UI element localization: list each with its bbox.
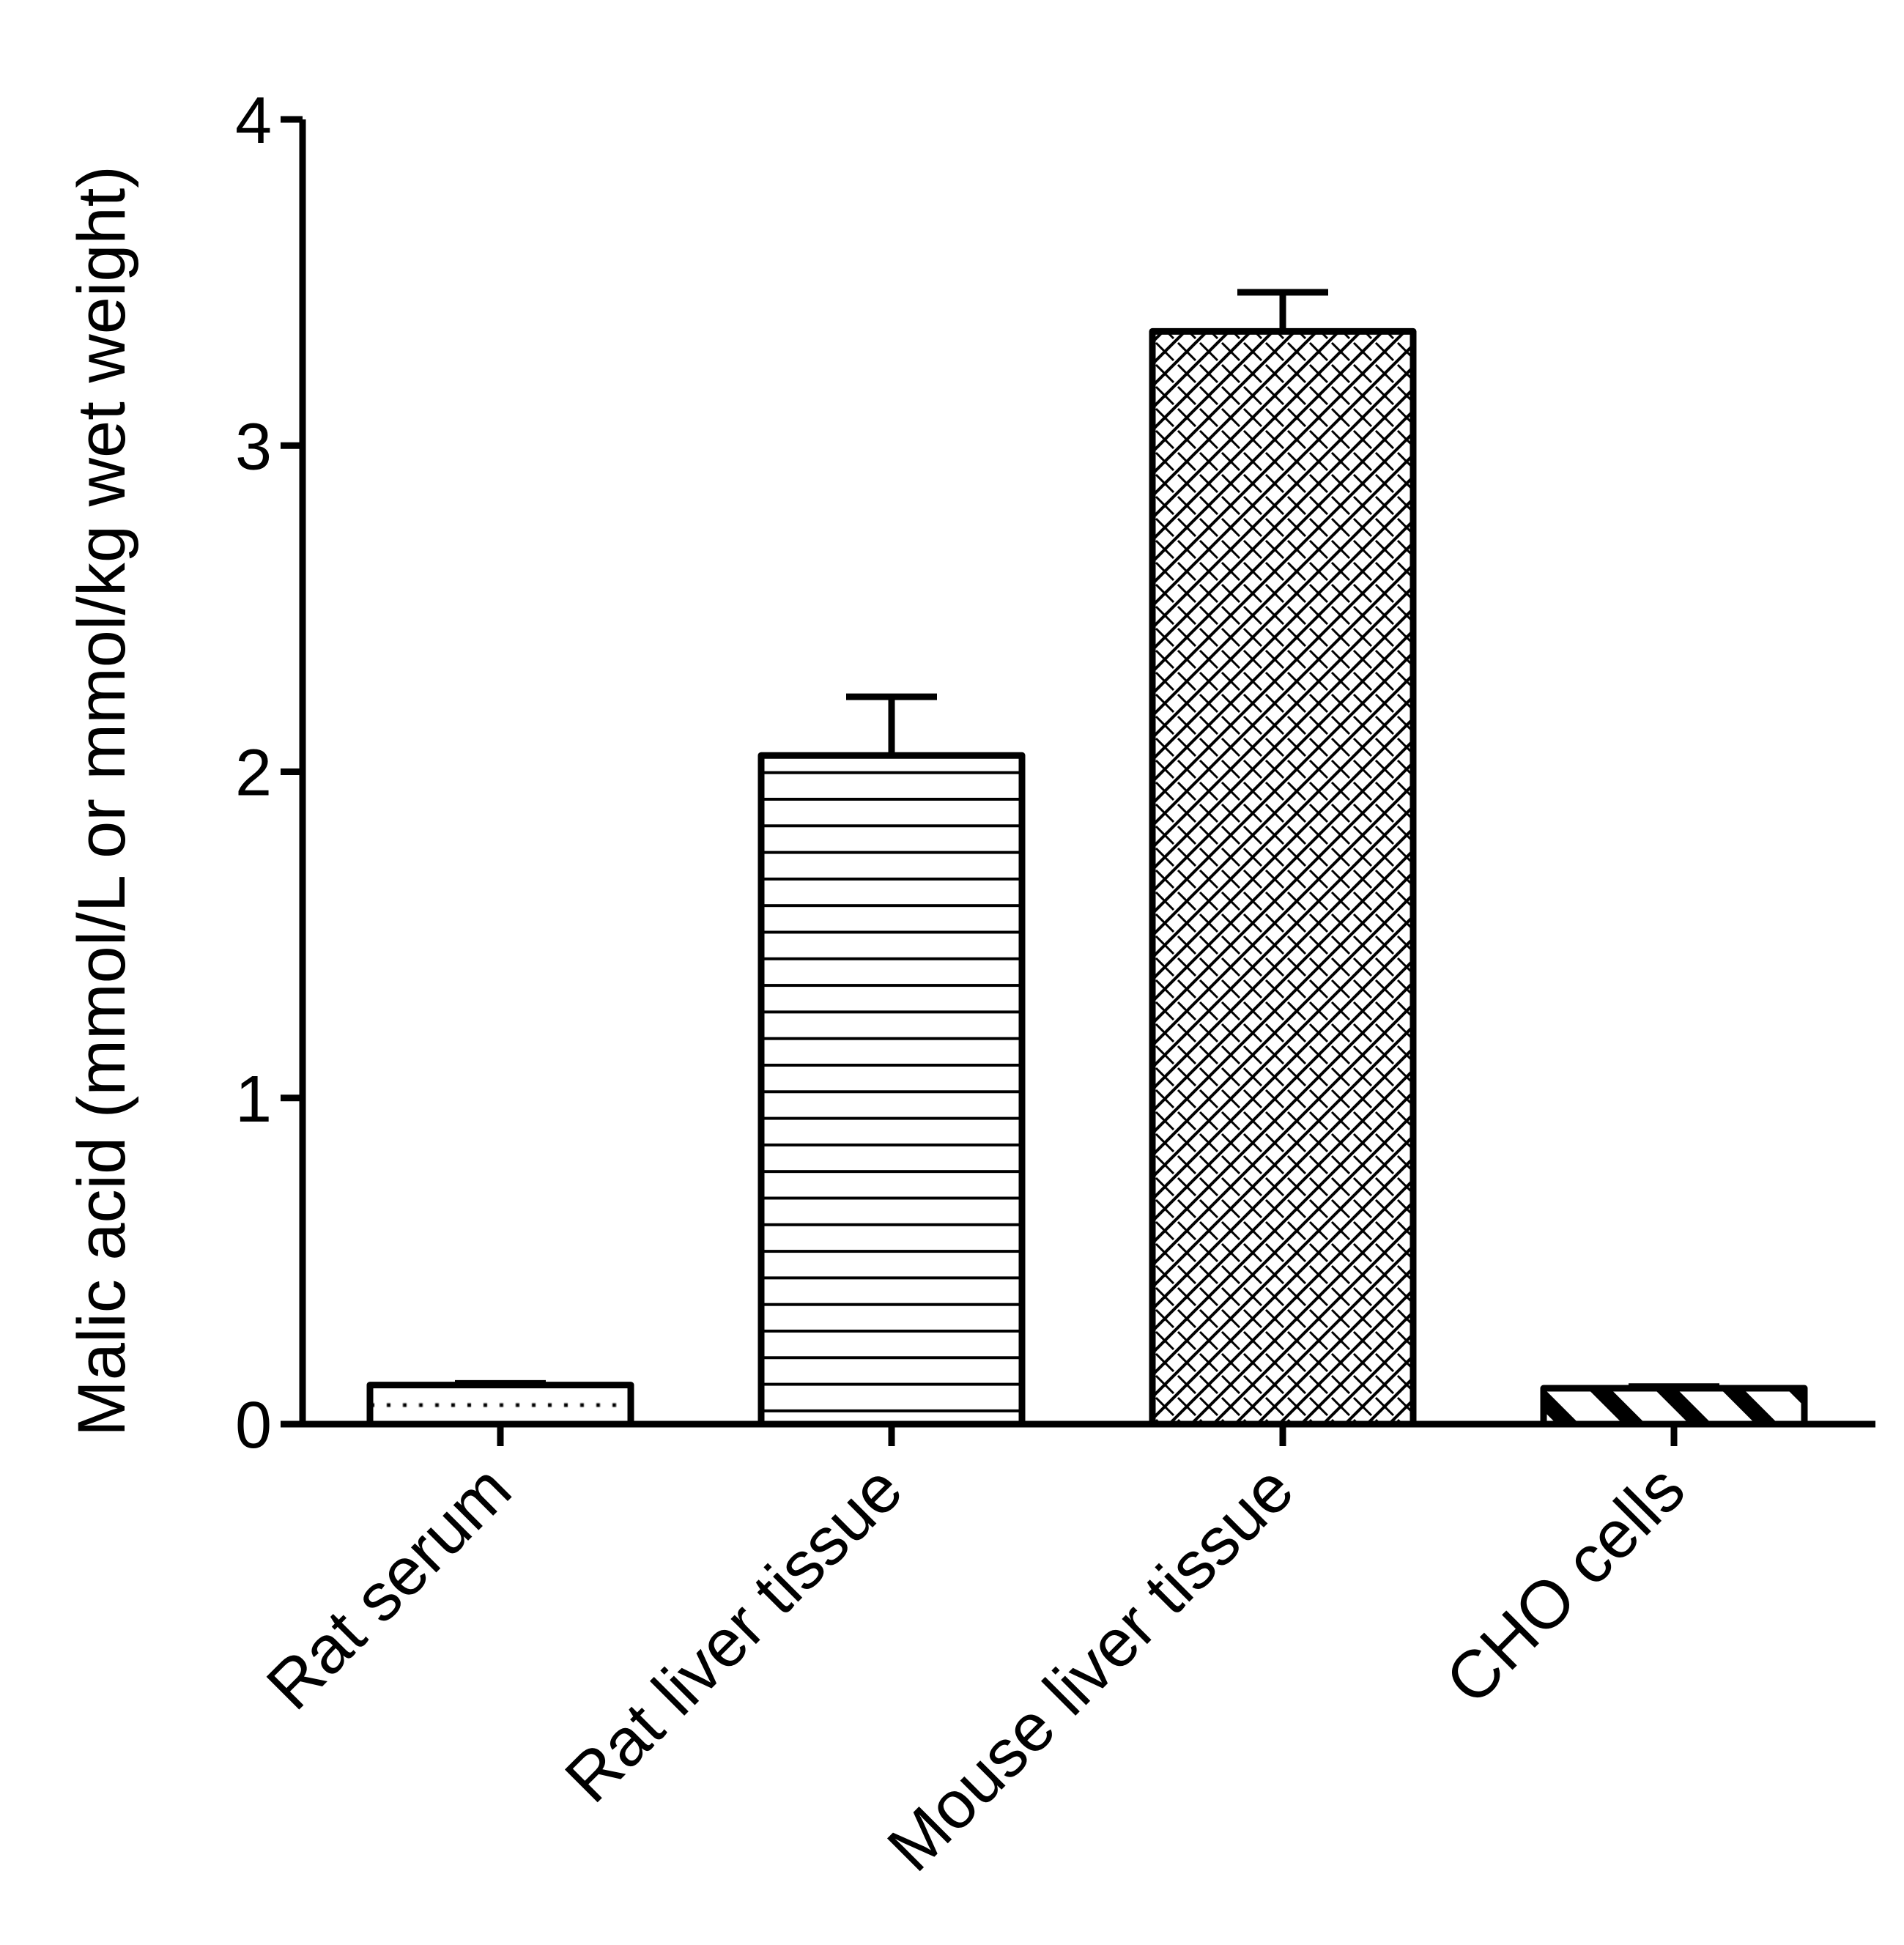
- x-category-label: Mouse liver tissue: [873, 1451, 1308, 1886]
- x-category-label: Rat serum: [253, 1451, 525, 1724]
- bar-rat-liver-tissue: [757, 752, 1026, 1428]
- y-tick-label: 4: [235, 84, 272, 158]
- x-category-label: Rat liver tissue: [551, 1451, 916, 1817]
- y-axis-title-group: Malic acid (mmol/L or mmol/kg wet weight…: [64, 166, 139, 1437]
- bar-rat-serum: [366, 1382, 634, 1428]
- y-axis-title: Malic acid (mmol/L or mmol/kg wet weight…: [64, 166, 139, 1437]
- y-tick-label: 0: [235, 1389, 272, 1462]
- bar-mouse-liver-tissue: [1149, 327, 1417, 1428]
- bars: [366, 289, 1808, 1428]
- y-tick-label: 2: [235, 737, 272, 810]
- x-category-label: CHO cells: [1431, 1451, 1699, 1719]
- y-tick-label: 3: [235, 410, 272, 484]
- bar-cho-cells: [1540, 1385, 1808, 1428]
- y-tick-label: 1: [235, 1063, 272, 1136]
- y-axis: 0 1 2 3 4: [235, 84, 306, 1462]
